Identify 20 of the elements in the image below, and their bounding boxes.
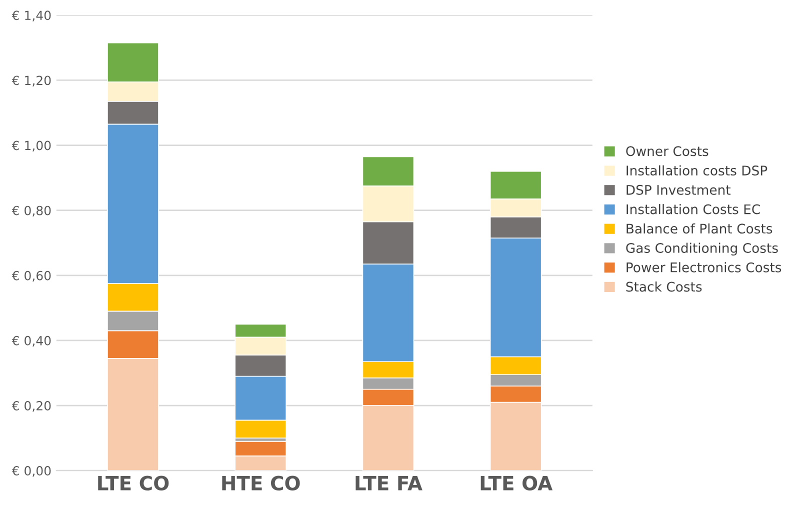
x-tick-label: LTE CO — [98, 476, 169, 490]
y-tick-label: € 0,60 — [12, 270, 51, 282]
legend-label: Installation Costs EC — [626, 204, 760, 214]
y-tick-label: € 0,20 — [12, 400, 51, 412]
x-tick-label: HTE CO — [222, 476, 300, 490]
x-tick-label: LTE FA — [356, 476, 422, 490]
x-tick-label: LTE OA — [480, 476, 553, 490]
legend-label: Owner Costs — [626, 146, 708, 156]
y-tick-label: € 0,00 — [12, 466, 51, 477]
legend-label: Power Electronics Costs — [626, 262, 782, 272]
y-tick-label: € 0,40 — [12, 336, 51, 347]
y-tick-label: € 1,20 — [12, 76, 51, 86]
y-tick-label: € 0,80 — [12, 206, 51, 217]
legend-label: Gas Conditioning Costs — [626, 242, 778, 256]
legend-label: Installation costs DSP — [626, 165, 768, 176]
legend-label: Stack Costs — [626, 282, 702, 292]
legend-label: DSP Investment — [626, 184, 730, 195]
y-tick-label: € 1,00 — [12, 140, 51, 152]
legend-label: Balance of Plant Costs — [626, 223, 772, 234]
y-tick-label: € 1,40 — [12, 10, 51, 22]
